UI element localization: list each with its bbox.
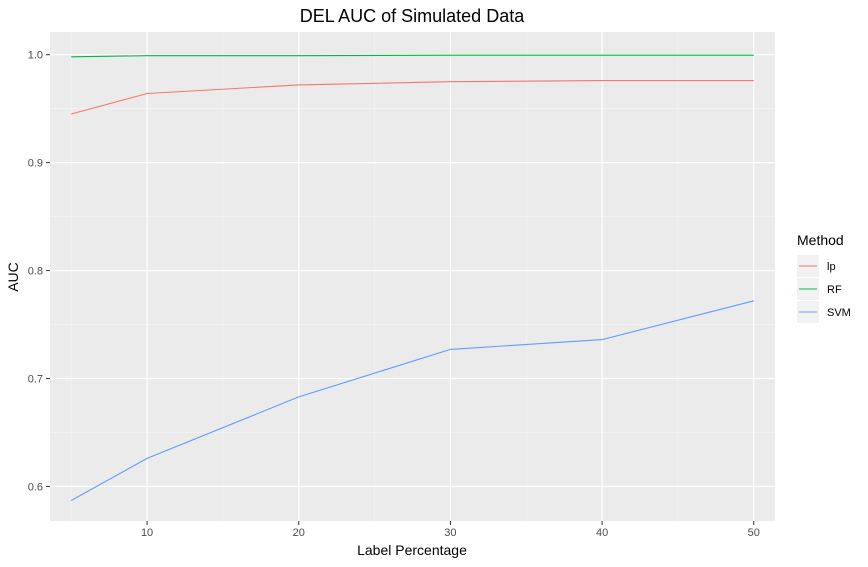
plot-panel: [50, 32, 775, 521]
legend-label: RF: [827, 284, 842, 296]
x-tick-label: 20: [293, 527, 305, 539]
y-tick-label: 0.9: [28, 158, 43, 170]
chart-title: DEL AUC of Simulated Data: [300, 6, 525, 26]
x-tick-label: 30: [444, 527, 456, 539]
series-lines: [70, 54, 754, 501]
grid-minor: [50, 32, 775, 521]
legend-item-rf: RF: [797, 278, 842, 300]
x-tick-label: 10: [141, 527, 153, 539]
series-line-rf: [71, 54, 754, 58]
legend-title: Method: [797, 232, 844, 248]
y-tick-label: 1.0: [28, 50, 43, 62]
legend-item-lp: lp: [797, 255, 836, 277]
x-axis-title: Label Percentage: [357, 542, 467, 558]
x-tick-label: 40: [596, 527, 608, 539]
y-tick-label: 0.8: [28, 266, 43, 278]
y-axis-title: AUC: [5, 262, 21, 292]
series-line-lp: [71, 80, 754, 115]
legend-label: lp: [827, 261, 836, 273]
legend-label: SVM: [827, 307, 851, 319]
grid-major: [50, 32, 775, 521]
series-line-svm: [70, 300, 754, 501]
y-tick-label: 0.6: [28, 481, 43, 493]
legend: Method lp RF SVM: [797, 232, 851, 323]
x-axis-ticks: 10 20 30 40 50: [141, 521, 760, 539]
x-tick-label: 50: [748, 527, 760, 539]
y-axis-ticks: 0.6 0.7 0.8 0.9 1.0: [28, 50, 50, 493]
legend-item-svm: SVM: [797, 301, 851, 323]
y-tick-label: 0.7: [28, 374, 43, 386]
